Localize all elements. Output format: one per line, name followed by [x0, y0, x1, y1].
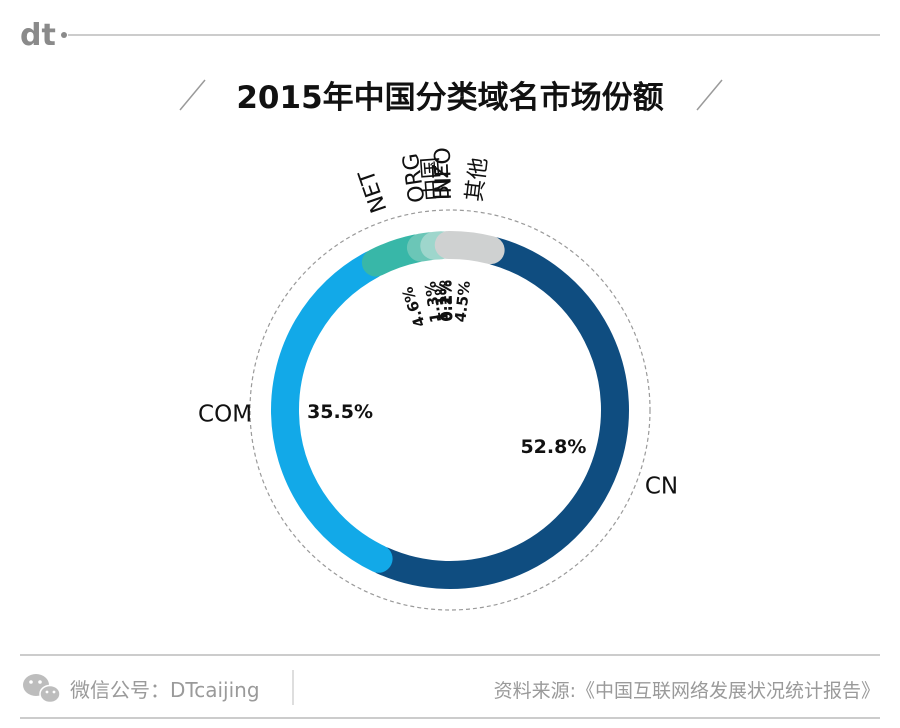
donut-segment-other	[434, 231, 505, 265]
title-slash-right	[696, 79, 723, 111]
donut-guide-circle	[249, 209, 651, 611]
donut-segments	[271, 231, 629, 589]
value-label-other: 4.5%	[451, 280, 474, 323]
category-label-net: NET	[354, 166, 392, 216]
category-label-cn: CN	[645, 473, 678, 499]
footer: 微信公号：DTcaijing 资料来源:《中国互联网络发展状况统计报告》	[20, 654, 880, 719]
category-label-zhongguo: 中国	[418, 156, 446, 202]
header: dt	[20, 18, 880, 53]
wechat-label: 微信公号：DTcaijing	[70, 678, 260, 702]
category-label-other: 其他	[462, 156, 492, 203]
category-label-info: INFO	[431, 147, 457, 201]
chart-title: 2015年中国分类域名市场份额	[236, 80, 663, 116]
value-label-zhongguo: 1.1%	[431, 280, 452, 323]
header-dot	[61, 32, 67, 38]
category-label-biz: BIZ	[429, 163, 455, 200]
value-label-info: 0.1%	[437, 280, 456, 322]
value-label-org: 1.3%	[421, 280, 445, 324]
title-slash-left	[179, 79, 206, 111]
value-label-com: 35.5%	[307, 401, 373, 423]
donut-labels: 52.8%CN35.5%COM4.6%NET1.3%ORG1.1%中国0.2%B…	[198, 147, 678, 499]
dt-logo: dt	[20, 18, 56, 53]
donut-segment-com	[271, 250, 393, 573]
title-block: 2015年中国分类域名市场份额	[179, 79, 723, 116]
wechat-icon	[23, 674, 61, 704]
donut-segment-cn	[368, 237, 629, 589]
source-label: 资料来源:《中国互联网络发展状况统计报告》	[494, 680, 880, 702]
category-label-com: COM	[198, 402, 252, 428]
value-label-cn: 52.8%	[520, 436, 586, 458]
value-label-biz: 0.2%	[436, 280, 455, 322]
